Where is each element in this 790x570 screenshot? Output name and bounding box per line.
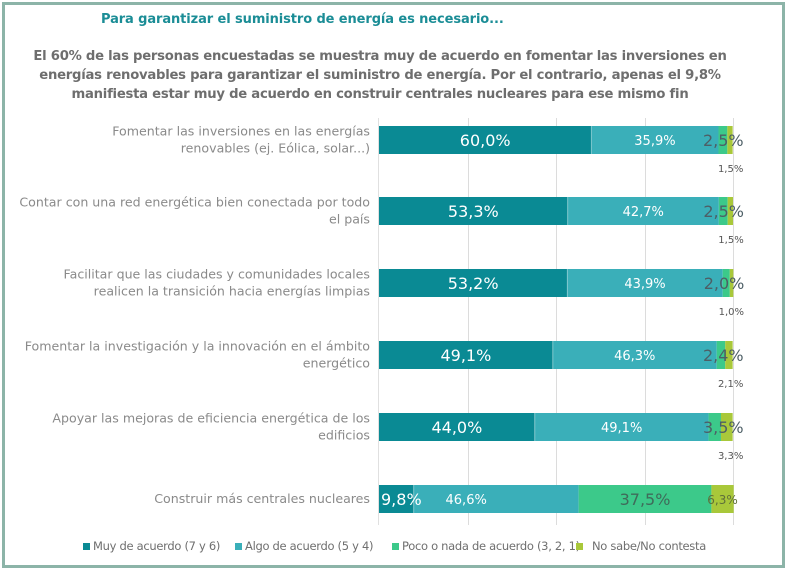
- category-label: Apoyar las mejoras de eficiencia energét…: [52, 411, 370, 426]
- data-label: 46,6%: [446, 493, 487, 508]
- data-label: 44,0%: [431, 418, 482, 437]
- legend-label: No sabe/No contesta: [592, 539, 706, 553]
- data-label: 35,9%: [634, 134, 675, 149]
- bar-segment: [567, 197, 719, 225]
- bar-segment: [718, 126, 728, 154]
- legend-swatch: [392, 542, 399, 550]
- data-label: 1,5%: [718, 235, 743, 246]
- bar-segment: [716, 341, 726, 369]
- data-label: 2,5%: [703, 131, 744, 150]
- data-label: 3,3%: [718, 451, 743, 462]
- data-label: 46,3%: [614, 349, 655, 364]
- data-label: 43,9%: [624, 277, 665, 292]
- bar-segment: [591, 126, 719, 154]
- bar-segment: [379, 197, 568, 225]
- legend-item-algo-de-acuerdo: Algo de acuerdo (5 y 4): [235, 539, 373, 553]
- category-label: Contar con una red energética bien conec…: [19, 195, 370, 210]
- data-label: 9,8%: [381, 490, 422, 509]
- bar-segment: [722, 269, 730, 297]
- data-label: 2,1%: [718, 379, 743, 390]
- legend-item-muy-de-acuerdo: Muy de acuerdo (7 y 6): [83, 539, 220, 553]
- bar-segment: [379, 413, 535, 441]
- category-label: realicen la transición hacia energías li…: [94, 284, 370, 299]
- bar-segment: [729, 269, 734, 297]
- bar-segment: [727, 126, 733, 154]
- category-label: el país: [329, 212, 370, 227]
- data-label: 37,5%: [620, 490, 671, 509]
- category-label: Fomentar la investigación y la innovació…: [25, 339, 371, 354]
- data-label: 6,3%: [707, 493, 738, 507]
- data-label: 42,7%: [623, 205, 664, 220]
- legend-swatch: [235, 542, 242, 550]
- legend: Muy de acuerdo (7 y 6) Algo de acuerdo (…: [0, 539, 790, 555]
- category-label: Facilitar que las ciudades y comunidades…: [64, 267, 370, 282]
- bar-segment: [718, 197, 728, 225]
- data-label: 53,3%: [448, 202, 499, 221]
- bar-segment: [708, 413, 721, 441]
- data-label: 60,0%: [460, 131, 511, 150]
- bar-segment: [552, 341, 717, 369]
- category-label: Construir más centrales nucleares: [154, 491, 370, 506]
- legend-label: Muy de acuerdo (7 y 6): [93, 539, 221, 553]
- bar-segment: [578, 485, 712, 513]
- bar-segment: [725, 341, 733, 369]
- data-label: 53,2%: [448, 274, 499, 293]
- category-label: edificios: [318, 428, 370, 443]
- bar-segment: [711, 485, 734, 513]
- legend-swatch: [576, 542, 583, 550]
- data-label: 49,1%: [440, 346, 491, 365]
- legend-item-poco-o-nada: Poco o nada de acuerdo (3, 2, 1): [392, 539, 580, 553]
- bar-segment: [379, 269, 568, 297]
- bar-segment: [379, 341, 553, 369]
- legend-label: Poco o nada de acuerdo (3, 2, 1): [402, 539, 580, 553]
- data-label: 49,1%: [601, 421, 642, 436]
- data-label: 2,5%: [703, 202, 744, 221]
- data-label: 3,5%: [703, 418, 744, 437]
- category-label: Fomentar las inversiones en las energías: [112, 124, 370, 139]
- bar-segment: [413, 485, 579, 513]
- subtitle-line: El 60% de las personas encuestadas se mu…: [33, 49, 727, 64]
- legend-label: Algo de acuerdo (5 y 4): [245, 539, 374, 553]
- chart-subtitle: El 60% de las personas encuestadas se mu…: [20, 47, 740, 104]
- bar-segment: [567, 269, 723, 297]
- bar-segment: [379, 126, 592, 154]
- legend-swatch: [83, 542, 90, 550]
- legend-item-no-sabe: No sabe/No contesta: [576, 539, 706, 553]
- category-label: renovables (ej. Eólica, solar...): [181, 141, 370, 156]
- subtitle-line: manifiesta estar muy de acuerdo en const…: [71, 87, 689, 102]
- data-label: 2,0%: [704, 274, 745, 293]
- subtitle-line: energías renovables para garantizar el s…: [39, 68, 721, 83]
- data-label: 1,0%: [719, 307, 744, 318]
- bar-segment: [379, 485, 414, 513]
- chart-title: Para garantizar el suministro de energía…: [101, 12, 504, 27]
- category-label: energético: [303, 356, 371, 371]
- bar-segment: [534, 413, 709, 441]
- data-label: 2,4%: [703, 346, 744, 365]
- bar-segment: [720, 413, 733, 441]
- bar-segment: [727, 197, 733, 225]
- data-label: 1,5%: [718, 164, 743, 175]
